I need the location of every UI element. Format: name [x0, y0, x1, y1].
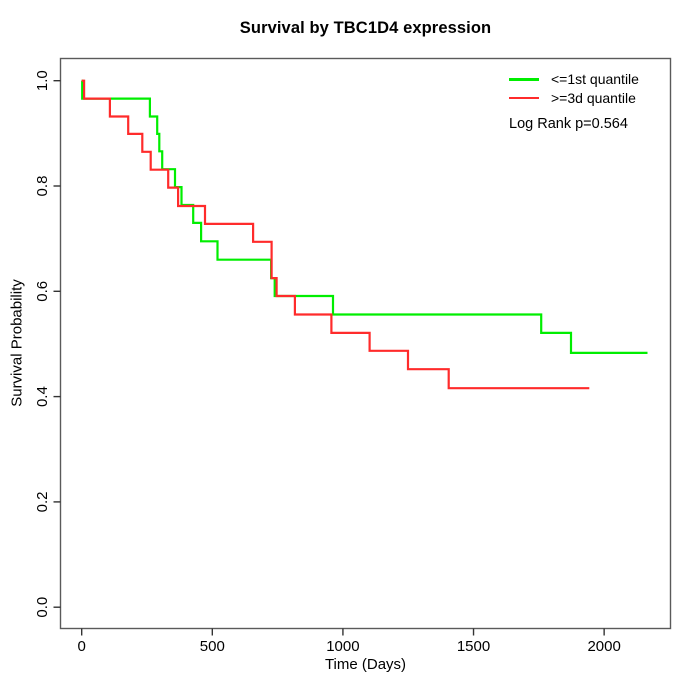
- survival-curve-red: [81, 79, 590, 390]
- legend-item-first-quantile: <=1st quantile: [509, 70, 639, 89]
- legend-item-third-quantile: >=3d quantile: [509, 89, 639, 108]
- x-tick-label: 0: [78, 638, 86, 655]
- chart-title: Survival by TBC1D4 expression: [239, 19, 492, 37]
- x-axis-title: Time (Days): [324, 656, 407, 673]
- x-tick-label: 2000: [587, 638, 620, 655]
- x-tick-label: 1000: [326, 638, 359, 655]
- y-tick-label: 0.8: [34, 176, 51, 197]
- x-tick-label: 1500: [457, 638, 490, 655]
- legend-line-green-icon: [509, 78, 539, 81]
- plot-border: [59, 57, 672, 630]
- log-rank-pvalue: Log Rank p=0.564: [509, 116, 628, 132]
- y-tick-label: 0.4: [34, 386, 51, 407]
- legend-label-first-quantile: <=1st quantile: [551, 71, 639, 88]
- x-tick-label: 500: [200, 638, 225, 655]
- y-axis-title: Survival Probability: [8, 279, 26, 407]
- y-tick-label: 0.6: [34, 281, 51, 302]
- y-tick-label: 1.0: [34, 70, 51, 91]
- survival-curve-green: [81, 79, 648, 354]
- legend-line-red-icon: [509, 96, 539, 99]
- legend: <=1st quantile >=3d quantile Log Rank p=…: [509, 70, 639, 132]
- y-tick-label: 0.2: [34, 491, 51, 512]
- y-tick-label: 0.0: [34, 597, 51, 618]
- legend-label-third-quantile: >=3d quantile: [551, 89, 636, 106]
